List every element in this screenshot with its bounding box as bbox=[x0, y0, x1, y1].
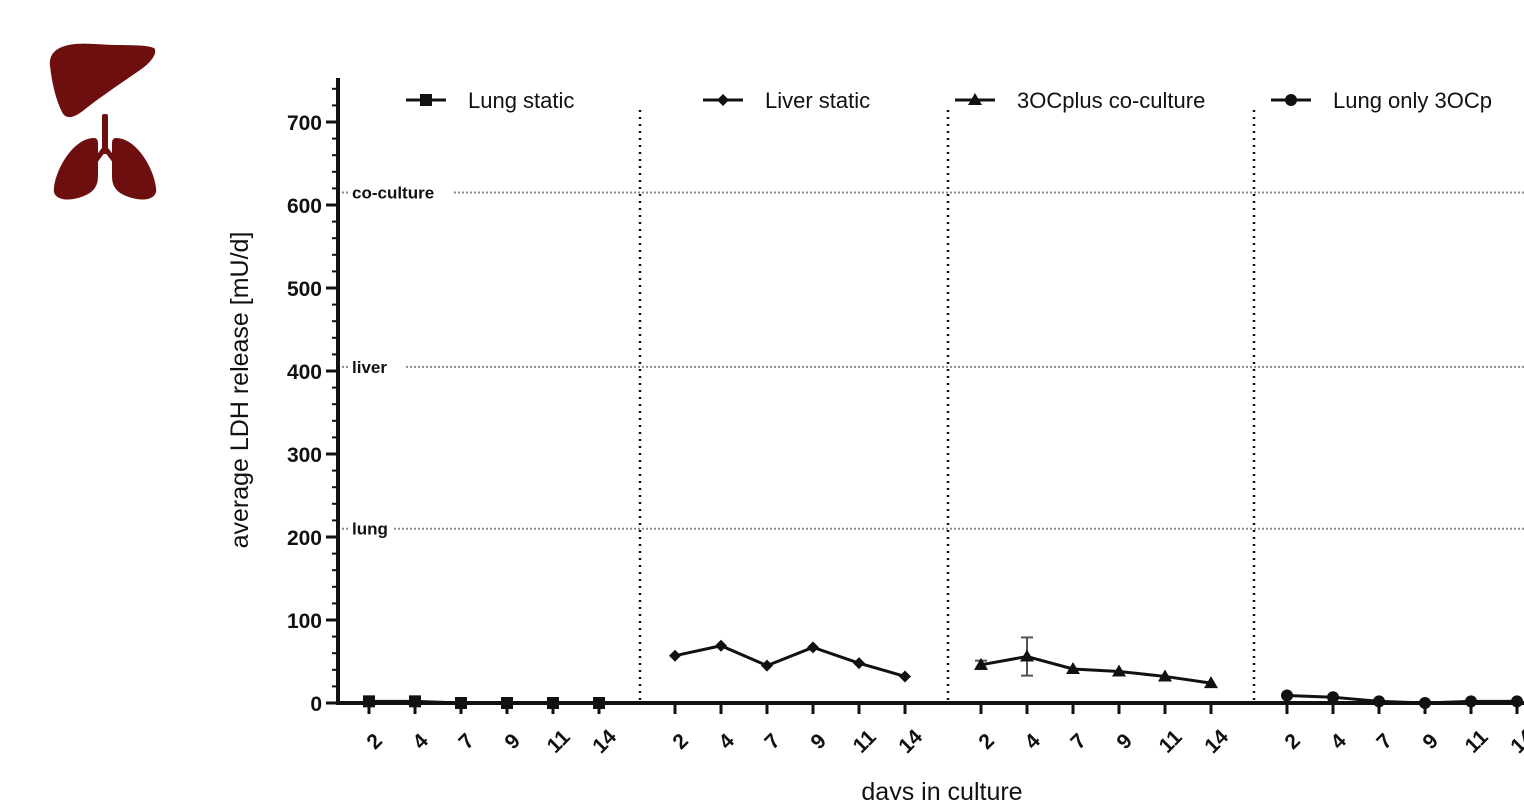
reference-label-bg bbox=[348, 180, 454, 203]
legend-label: Lung only 3OCp bbox=[1333, 88, 1492, 113]
x-tick-label: 4 bbox=[714, 729, 739, 754]
legend-item: Liver static bbox=[703, 88, 870, 113]
legend-item: 3OCplus co-culture bbox=[955, 88, 1205, 113]
series-1 bbox=[669, 639, 911, 683]
y-tick-label: 100 bbox=[287, 610, 322, 633]
y-tick-label: 600 bbox=[287, 195, 322, 218]
reference-label-bg bbox=[348, 516, 394, 539]
lungs-icon bbox=[53, 114, 157, 200]
y-tick-label: 400 bbox=[287, 361, 322, 384]
x-tick-label: 9 bbox=[1112, 729, 1137, 754]
data-point bbox=[1373, 695, 1385, 708]
data-point bbox=[593, 697, 605, 709]
x-tick-label: 2 bbox=[974, 729, 999, 754]
data-point bbox=[1112, 664, 1126, 677]
x-tick-label: 7 bbox=[760, 729, 785, 754]
data-point bbox=[899, 670, 911, 683]
legend-marker bbox=[968, 93, 982, 105]
y-ticks: 0 100 200 300 400 500 600 700 bbox=[287, 87, 338, 716]
x-tick-label: 2 bbox=[1280, 729, 1305, 754]
data-point bbox=[1511, 695, 1523, 708]
series-line bbox=[980, 654, 1212, 685]
axes bbox=[336, 78, 1524, 705]
x-tick-label: 14 bbox=[588, 725, 621, 758]
data-point bbox=[1158, 669, 1172, 682]
data-point bbox=[715, 639, 727, 652]
x-tick-label: 7 bbox=[1372, 729, 1397, 754]
legend-item: Lung only 3OCp bbox=[1271, 88, 1492, 113]
x-tick-label: 11 bbox=[543, 725, 575, 757]
legend-marker bbox=[1285, 94, 1297, 106]
x-tick-label: 11 bbox=[1155, 725, 1187, 757]
reference-label: co-culture bbox=[352, 184, 434, 203]
x-tick-label: 14 bbox=[1506, 725, 1524, 758]
x-tick-label: 7 bbox=[454, 729, 479, 754]
legend-label: Lung static bbox=[468, 88, 574, 113]
y-tick-label: 0 bbox=[310, 693, 322, 716]
x-axis-label: days in culture bbox=[861, 778, 1022, 800]
series-line bbox=[674, 644, 906, 678]
data-point bbox=[547, 697, 559, 709]
data-point bbox=[669, 649, 681, 662]
data-point bbox=[974, 657, 988, 670]
x-tick-label: 14 bbox=[1200, 725, 1233, 758]
reference-label: liver bbox=[352, 358, 387, 377]
reference-lines: co-culture liver lung bbox=[342, 180, 1524, 539]
legend-label: 3OCplus co-culture bbox=[1017, 88, 1205, 113]
y-tick-label: 300 bbox=[287, 444, 322, 467]
x-tick-label: 14 bbox=[894, 725, 927, 758]
x-tick-label: 11 bbox=[849, 725, 881, 757]
data-point bbox=[1020, 649, 1034, 662]
series-3 bbox=[1281, 689, 1523, 709]
x-tick-label: 2 bbox=[362, 729, 387, 754]
data-point bbox=[761, 659, 773, 672]
legend-marker bbox=[420, 94, 432, 106]
x-ticks: 2 4 7 9 11 14 2 4 7 9 11 14 2 4 7 9 11 14 2 4 7 9 11 14 bbox=[362, 703, 1524, 758]
x-tick-label: 9 bbox=[806, 729, 831, 754]
reference-label-bg bbox=[348, 354, 404, 377]
x-tick-label: 9 bbox=[1418, 729, 1443, 754]
panel-dividers bbox=[638, 110, 1256, 700]
data-point bbox=[409, 695, 421, 708]
legend-item: Lung static bbox=[406, 88, 574, 113]
data-point bbox=[363, 695, 375, 708]
x-tick-label: 4 bbox=[1020, 729, 1045, 754]
series-2 bbox=[974, 636, 1218, 689]
y-axis-label: average LDH release [mU/d] bbox=[226, 232, 254, 549]
data-point bbox=[807, 641, 819, 654]
data-point bbox=[853, 657, 865, 670]
reference-label: lung bbox=[352, 520, 388, 539]
organ-logo bbox=[44, 38, 164, 208]
data-point bbox=[1327, 691, 1339, 704]
data-point bbox=[455, 697, 467, 709]
x-tick-label: 2 bbox=[668, 729, 693, 754]
liver-icon bbox=[49, 43, 156, 118]
data-point bbox=[1281, 689, 1293, 702]
series-line bbox=[369, 699, 599, 705]
data-point bbox=[501, 697, 513, 709]
x-tick-label: 7 bbox=[1066, 729, 1091, 754]
x-tick-label: 11 bbox=[1461, 725, 1493, 757]
series-line bbox=[1286, 694, 1517, 705]
legend-label: Liver static bbox=[765, 88, 870, 113]
x-tick-label: 4 bbox=[1326, 729, 1351, 754]
data-point bbox=[1204, 676, 1218, 689]
y-tick-label: 500 bbox=[287, 278, 322, 301]
y-tick-label: 200 bbox=[287, 527, 322, 550]
data-point bbox=[1419, 697, 1431, 709]
x-tick-label: 9 bbox=[500, 729, 525, 754]
legend-marker bbox=[717, 94, 729, 106]
x-tick-label: 4 bbox=[408, 729, 433, 754]
series-layer bbox=[363, 636, 1523, 709]
data-point bbox=[1066, 661, 1080, 674]
legend: Lung static Liver static 3OCplus co-cultur… bbox=[406, 88, 1492, 113]
data-point bbox=[1465, 695, 1477, 708]
series-0 bbox=[363, 695, 605, 709]
y-tick-label: 700 bbox=[287, 112, 322, 135]
